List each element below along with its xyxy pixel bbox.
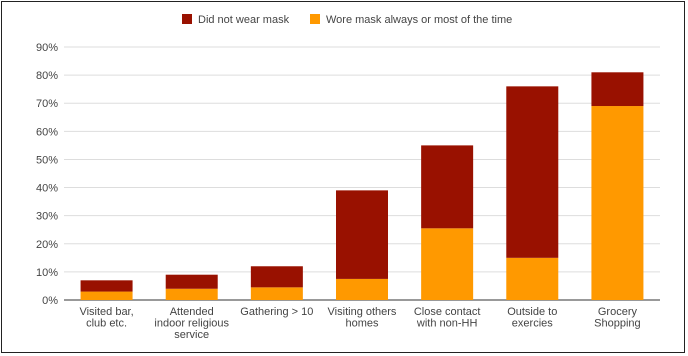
bar-segment-wore-mask <box>336 278 388 300</box>
bar-segment-did-not-wear-mask <box>336 190 388 279</box>
bar-segment-wore-mask <box>421 228 474 300</box>
y-tick-label: 50% <box>36 154 58 166</box>
bar-segment-did-not-wear-mask <box>250 266 303 288</box>
gridlines <box>64 46 660 301</box>
bar-segment-did-not-wear-mask <box>165 274 218 289</box>
bar-segment-wore-mask <box>250 287 303 300</box>
bar-segment-did-not-wear-mask <box>421 145 474 229</box>
y-tick-label: 90% <box>36 42 58 54</box>
y-axis-tick-labels: 0% 10% 20% 30% 40% 50% 60% 70% 80% 90% <box>36 42 58 307</box>
y-tick-label: 20% <box>36 239 58 251</box>
legend-swatch-did-not-wear-mask <box>182 14 192 24</box>
bar-segment-did-not-wear-mask <box>80 280 133 292</box>
y-tick-label: 70% <box>36 98 58 110</box>
bar-segment-wore-mask <box>506 257 559 300</box>
y-tick-label: 40% <box>36 183 58 195</box>
x-category-label: Visited bar, club etc. <box>79 306 133 330</box>
x-category-label: Gathering > 10 <box>240 306 313 318</box>
x-category-label: Attended indoor religious service <box>154 306 229 341</box>
bars <box>80 72 644 301</box>
bar-segment-wore-mask <box>165 288 218 300</box>
legend-label-did-not-wear-mask: Did not wear mask <box>198 14 290 26</box>
bar-segment-did-not-wear-mask <box>591 72 644 107</box>
y-tick-label: 60% <box>36 126 58 138</box>
x-axis-category-labels: Visited bar, club etc. Attended indoor reli… <box>79 306 640 341</box>
x-category-label: Grocery Shopping <box>594 306 641 330</box>
y-tick-label: 80% <box>36 70 58 82</box>
x-category-label: Visiting others homes <box>328 306 397 330</box>
y-tick-label: 10% <box>36 267 58 279</box>
x-category-label: Outside to exercies <box>507 306 557 330</box>
bar-segment-wore-mask <box>591 106 644 301</box>
bar-segment-wore-mask <box>80 291 133 300</box>
x-category-label: Close contact with non-HH <box>414 306 481 330</box>
legend-label-wore-mask: Wore mask always or most of the time <box>326 14 512 26</box>
y-tick-label: 30% <box>36 211 58 223</box>
y-tick-label: 0% <box>42 295 58 307</box>
legend: Did not wear mask Wore mask always or mo… <box>182 14 512 26</box>
bar-segment-did-not-wear-mask <box>506 86 559 258</box>
legend-swatch-wore-mask <box>310 14 320 24</box>
